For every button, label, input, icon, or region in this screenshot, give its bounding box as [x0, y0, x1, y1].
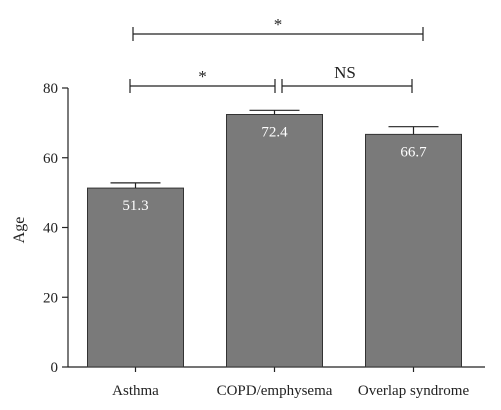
significance-brackets: * * NS	[129, 15, 424, 93]
x-tick-label: Overlap syndrome	[358, 383, 470, 399]
bar-value-label: 66.7	[400, 144, 427, 160]
y-tick-label: 0	[51, 360, 59, 376]
bar-value-label: 51.3	[122, 198, 148, 214]
x-tick-label: Asthma	[112, 383, 159, 399]
y-tick-label: 20	[43, 290, 58, 306]
bars: 51.3 72.4 66.7	[87, 109, 462, 368]
significance-label: NS	[334, 63, 356, 82]
y-tick-label: 60	[43, 151, 58, 167]
y-tick-label: 80	[43, 81, 58, 97]
bar	[365, 133, 462, 368]
bar	[226, 114, 323, 368]
significance-label: *	[274, 15, 283, 34]
y-axis-title: Age	[11, 217, 28, 244]
axes: 0 20 40 60 80 Asthma COPD/emphysema Overlap syn…	[43, 81, 485, 399]
x-tick-label: COPD/emphysema	[217, 383, 333, 399]
bar-value-label: 72.4	[261, 125, 288, 141]
significance-label: *	[198, 67, 207, 86]
bar	[87, 187, 184, 368]
y-tick-label: 40	[43, 221, 58, 237]
